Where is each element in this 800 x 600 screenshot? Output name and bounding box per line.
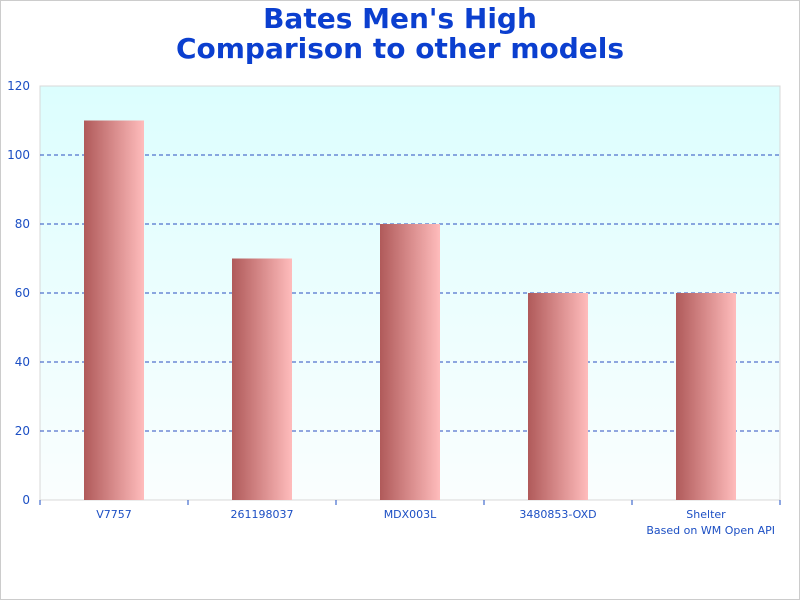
x-tick-label: V7757 bbox=[96, 508, 132, 521]
chart-subtitle: Comparison to other models bbox=[175, 32, 625, 65]
x-tick-label: MDX003L bbox=[384, 508, 437, 521]
credit-text: Based on WM Open API bbox=[646, 524, 775, 537]
y-tick-label: 40 bbox=[15, 355, 30, 369]
y-tick-label: 60 bbox=[15, 286, 30, 300]
bar bbox=[676, 293, 736, 500]
x-tick-label: 3480853-OXD bbox=[519, 508, 596, 521]
y-tick-label: 20 bbox=[15, 424, 30, 438]
y-tick-label: 80 bbox=[15, 217, 30, 231]
x-tick-label: Shelter bbox=[686, 508, 726, 521]
y-tick-label: 0 bbox=[22, 493, 30, 507]
bar bbox=[84, 120, 144, 500]
bar bbox=[232, 258, 292, 500]
y-tick-label: 120 bbox=[7, 79, 30, 93]
x-tick-label: 261198037 bbox=[231, 508, 294, 521]
bar bbox=[380, 224, 440, 500]
bar bbox=[528, 293, 588, 500]
y-tick-label: 100 bbox=[7, 148, 30, 162]
chart-title: Bates Men's High bbox=[263, 2, 537, 35]
